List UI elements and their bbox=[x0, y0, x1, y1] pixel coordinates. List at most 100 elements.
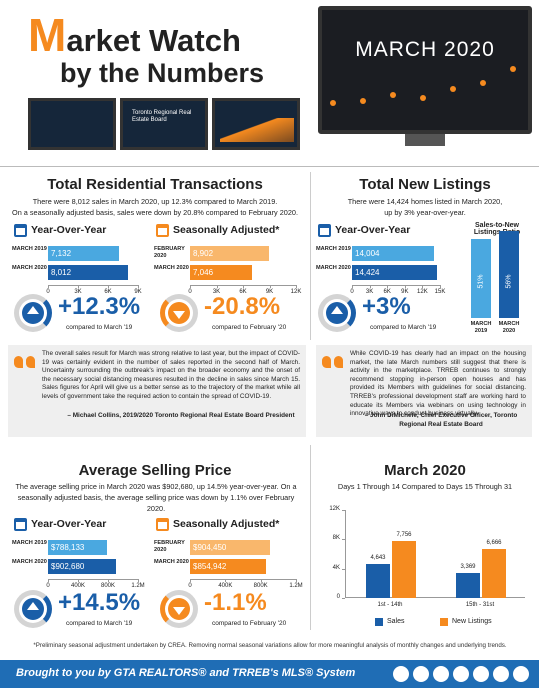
bar bbox=[366, 563, 390, 598]
bar bbox=[499, 231, 519, 318]
gauge-arrow bbox=[331, 306, 343, 314]
chart-title: Year-Over-Year bbox=[31, 224, 107, 236]
bar bbox=[471, 238, 491, 318]
x-tick-label: 800K bbox=[253, 583, 268, 589]
tick-mark bbox=[269, 285, 271, 288]
tick-mark bbox=[369, 285, 371, 288]
tick-mark bbox=[404, 285, 406, 288]
value-label: $788,133 bbox=[51, 543, 85, 552]
x-tick-label: 12K bbox=[290, 289, 302, 295]
x-tick-label: 6K bbox=[104, 289, 112, 295]
category-label: MARCH 2020 bbox=[12, 559, 47, 565]
x-tick-label: 12K bbox=[417, 289, 428, 295]
tick-mark bbox=[440, 285, 441, 288]
social-icon bbox=[473, 666, 489, 682]
section-text: There were 8,012 sales in March 2020, up… bbox=[32, 197, 278, 206]
tick-mark bbox=[422, 285, 424, 288]
x-tick-label: 3K bbox=[212, 289, 221, 295]
chart-icon bbox=[156, 224, 169, 237]
chart-icon bbox=[318, 224, 331, 237]
legend-label: New Listings bbox=[452, 618, 492, 625]
x-tick-label: 6K bbox=[239, 289, 247, 295]
bar bbox=[48, 265, 129, 280]
category-label: MARCH 2020 bbox=[154, 559, 189, 565]
tick-mark bbox=[216, 285, 218, 288]
tick-mark bbox=[260, 579, 262, 582]
bar bbox=[392, 541, 416, 598]
chart-subtitle: Days 1 Through 14 Compared to Days 15 Th… bbox=[337, 482, 513, 491]
quote-box bbox=[8, 345, 306, 437]
change-value: +12.3% bbox=[58, 293, 141, 320]
section-text: There were 14,424 homes listed in March … bbox=[347, 197, 503, 206]
category-label: MARCH 2020 bbox=[316, 265, 351, 271]
quote-box bbox=[316, 345, 532, 437]
tick-mark bbox=[190, 579, 191, 582]
social-icon bbox=[453, 666, 469, 682]
bar bbox=[352, 265, 437, 280]
legend-swatch bbox=[440, 618, 448, 626]
axis-line bbox=[352, 285, 440, 286]
laptop bbox=[28, 98, 116, 150]
bar bbox=[352, 246, 435, 261]
legend-label: Sales bbox=[387, 618, 405, 625]
x-tick-label: 6K bbox=[383, 289, 391, 295]
monitor-dot bbox=[480, 80, 486, 86]
legend-swatch bbox=[375, 618, 383, 626]
monitor-dot bbox=[390, 92, 396, 98]
tick-mark bbox=[138, 285, 139, 288]
section-title: Total New Listings bbox=[359, 176, 491, 193]
social-icon bbox=[393, 666, 409, 682]
category-label: FEBRUARY 2020 bbox=[154, 246, 185, 259]
value-label: 14,004 bbox=[355, 249, 380, 258]
x-tick-label: 15K bbox=[434, 289, 446, 295]
quote-text: The overall sales result for March was s… bbox=[42, 350, 300, 400]
value-label: 14,424 bbox=[355, 268, 380, 277]
category-label: MARCH 2019 bbox=[470, 321, 492, 334]
gauge-arrow bbox=[173, 607, 185, 615]
gauge-ring bbox=[160, 294, 198, 332]
quote-mark bbox=[26, 356, 35, 368]
tick-mark bbox=[78, 285, 79, 288]
header-subtitle: by the Numbers bbox=[60, 58, 265, 88]
plot-frame bbox=[345, 510, 525, 598]
bar bbox=[190, 559, 266, 574]
tick-mark bbox=[296, 579, 297, 582]
x-tick-label: 400K bbox=[218, 583, 233, 589]
category-label: MARCH 2019 bbox=[12, 540, 47, 546]
x-tick-label: 3K bbox=[74, 289, 82, 295]
axis-line bbox=[190, 579, 296, 580]
footer-banner-text: Brought to you by GTA REALTORS® and TRRE… bbox=[16, 667, 356, 679]
tick-mark bbox=[342, 598, 345, 599]
value-label: 51% bbox=[477, 274, 485, 289]
change-caption: compared to March '19 bbox=[370, 324, 437, 331]
footer-banner bbox=[0, 660, 539, 688]
change-value: +3% bbox=[362, 293, 411, 320]
monitor-dot bbox=[420, 95, 426, 101]
x-tick-label: 3K bbox=[365, 289, 374, 295]
x-tick-label: 0 bbox=[188, 289, 192, 295]
gauge-ring bbox=[14, 294, 52, 332]
section-text: The average selling price in March 2020 … bbox=[15, 482, 297, 513]
chart-title: March 2020 bbox=[384, 462, 466, 479]
monitor-dot bbox=[360, 98, 366, 104]
axis-line bbox=[48, 579, 138, 580]
social-icon bbox=[493, 666, 509, 682]
section-title: Average Selling Price bbox=[78, 462, 232, 479]
monitor-dot bbox=[450, 86, 456, 92]
value-label: 56% bbox=[505, 274, 513, 289]
x-tick-label: 800K bbox=[100, 583, 115, 589]
chart-title: Seasonally Adjusted* bbox=[173, 518, 280, 530]
bar bbox=[190, 246, 269, 261]
quote-mark bbox=[14, 356, 23, 368]
header-title: Market Watch bbox=[28, 9, 241, 61]
tick-mark bbox=[352, 285, 353, 288]
tick-mark bbox=[78, 579, 79, 582]
change-caption: compared to February '20 bbox=[212, 324, 287, 331]
gauge-ring bbox=[14, 590, 52, 628]
value-label: 4,643 bbox=[370, 554, 386, 561]
tick-mark bbox=[108, 285, 109, 288]
tick-mark bbox=[48, 579, 49, 582]
axis-line bbox=[48, 285, 138, 286]
gauge-ring bbox=[160, 590, 198, 628]
bar bbox=[48, 246, 120, 261]
